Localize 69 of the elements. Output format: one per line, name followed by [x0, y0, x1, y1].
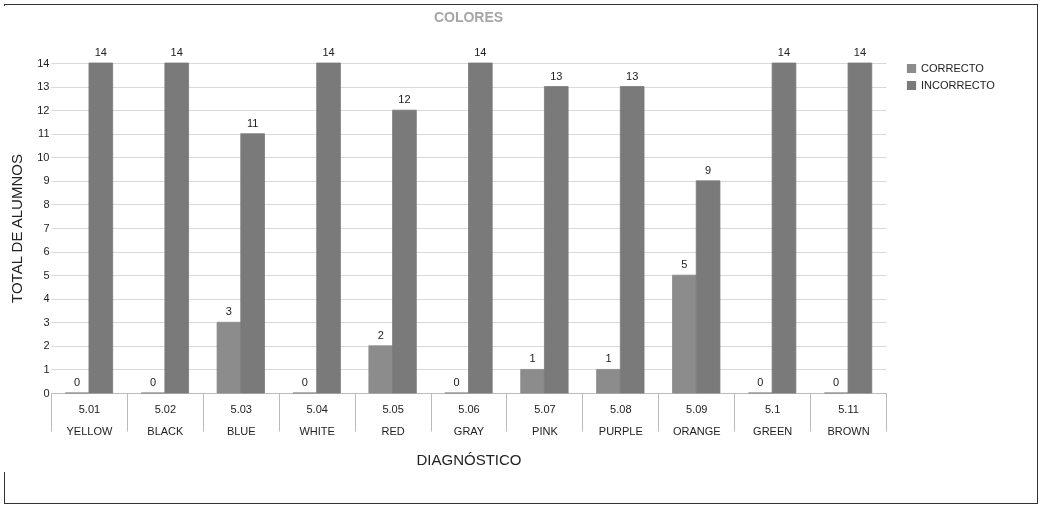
x-tick-label: 5.05 RED — [381, 402, 405, 437]
bar — [468, 62, 493, 394]
x-tick-label: 5.11 BROWN — [827, 402, 870, 437]
data-label: 11 — [246, 116, 259, 129]
x-tick-label: 5.01 YELLOW — [66, 402, 113, 437]
data-label: 12 — [398, 93, 411, 106]
x-tick-label: 5.03 BLUE — [226, 402, 256, 437]
y-tick-label: 4 — [43, 292, 50, 305]
y-axis-title: TOTAL DE ALUMNOS — [8, 154, 26, 303]
data-label: 3 — [225, 305, 232, 318]
bar — [316, 62, 341, 394]
x-tick-label: 5.06 GRAY — [453, 402, 485, 437]
data-label: 14 — [474, 46, 487, 58]
data-label: 14 — [170, 46, 183, 58]
data-label: 13 — [626, 69, 639, 82]
x-axis-title: DIAGNÓSTICO — [416, 450, 522, 468]
legend-label: INCORRECTO — [921, 78, 996, 91]
data-label: 0 — [757, 376, 764, 388]
bar — [619, 86, 645, 394]
y-tick-label: 13 — [37, 80, 50, 93]
bar — [392, 109, 417, 394]
data-label: 9 — [705, 163, 712, 176]
data-label: 0 — [833, 376, 840, 388]
y-tick-label: 2 — [43, 339, 50, 352]
x-tick-label: 5.07 PINK — [532, 402, 559, 437]
data-label: 13 — [550, 69, 563, 82]
data-label: 1 — [605, 352, 612, 365]
bar — [164, 62, 189, 394]
y-tick-label: 9 — [43, 174, 50, 187]
bar — [216, 321, 242, 394]
data-label: 1 — [529, 352, 536, 365]
y-tick-label: 3 — [43, 315, 50, 328]
y-tick-label: 6 — [43, 245, 50, 258]
data-label: 0 — [301, 376, 308, 388]
x-tick-label: 5.08 PURPLE — [598, 402, 643, 437]
data-label: 14 — [322, 46, 335, 58]
legend-label: CORRECTO — [921, 61, 985, 74]
bar — [672, 274, 697, 394]
data-label: 14 — [853, 46, 867, 58]
y-tick-label: 14 — [37, 56, 50, 69]
bar — [596, 369, 621, 394]
y-tick-label: 11 — [38, 127, 50, 140]
data-label: 0 — [453, 376, 460, 388]
data-label: 2 — [377, 328, 384, 341]
data-label: 0 — [149, 376, 157, 388]
y-tick-label: 8 — [43, 197, 50, 210]
bar — [771, 62, 797, 394]
x-tick-label: 5.02 BLACK — [147, 402, 185, 437]
y-tick-label: 1 — [43, 362, 50, 375]
y-tick-label: 10 — [37, 150, 50, 163]
x-tick-label: 5.1 GREEN — [753, 402, 793, 437]
bar — [520, 369, 545, 394]
data-label: 5 — [681, 258, 688, 271]
bar — [240, 133, 265, 394]
data-label: 14 — [94, 46, 107, 58]
bar — [368, 345, 393, 394]
data-label: 0 — [74, 376, 81, 388]
bar — [695, 180, 721, 394]
bar — [88, 62, 114, 394]
y-tick-label: 0 — [43, 386, 50, 399]
chart-title: COLORES — [433, 9, 504, 25]
bar — [544, 86, 569, 394]
data-label: 14 — [777, 46, 791, 58]
bar — [847, 62, 873, 394]
y-tick-label: 5 — [43, 268, 50, 281]
x-tick-label: 5.09 ORANGE — [672, 402, 721, 437]
x-tick-label: 5.04 WHITE — [299, 402, 335, 437]
y-tick-label: 7 — [43, 221, 50, 234]
y-tick-label: 12 — [37, 103, 50, 116]
